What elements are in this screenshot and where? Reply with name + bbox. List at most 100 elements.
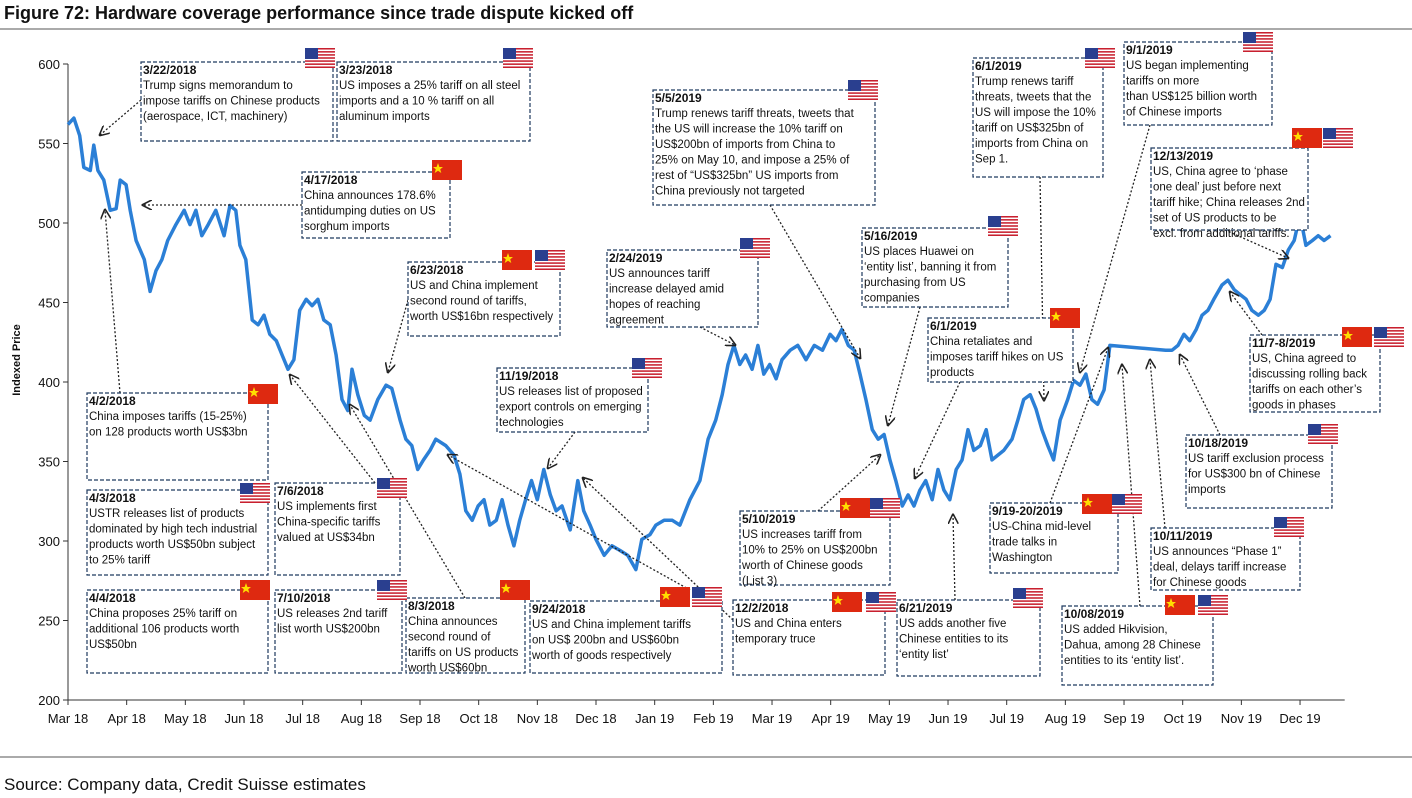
annotation-box [301,171,451,239]
flag-stripe [988,225,1018,227]
annotation-box [1150,147,1309,231]
annotation-arrow [105,210,121,394]
flag-stripe [1323,143,1353,145]
annotation-text: Chinese entities to its [899,634,1009,646]
annotation-box [86,589,269,674]
annotation-text: imports and a 10 % tariff on all [339,96,494,108]
annotation-date: 8/3/2018 [408,599,455,613]
annotation-text: agreement [609,315,665,327]
flag-stripe [1085,57,1115,59]
annotation-box [407,261,561,337]
annotation-box [1123,41,1273,126]
annotation-text: list worth US$200bn [277,624,380,636]
flag-stripe [740,256,770,258]
annotation-arrow [1150,360,1166,529]
annotation-text: tariff hike; China releases 2nd [1153,197,1305,209]
annotation-arrow [583,478,734,621]
flag-stripe [503,48,533,50]
annotation-date: 9/24/2018 [532,602,586,616]
us-flag [1085,48,1115,68]
flag-canton [503,48,516,59]
flag-canton [1013,588,1026,599]
annotation-text: US releases list of proposed [499,386,643,398]
flag-stripe [866,598,896,600]
flag-stripe [1274,532,1304,534]
y-tick-label: 250 [38,614,60,629]
annotation-text: on US$ 200bn and US$60bn [532,635,679,647]
annotation-text: Trump signs memorandum to [143,80,293,92]
flag-stripe [988,228,1018,230]
annotation-date: 11/19/2018 [499,369,559,383]
flag-canton [988,216,1001,227]
cn-flag [832,592,862,612]
annotation-text: products [930,367,974,379]
flag-stripe [866,604,896,606]
y-tick-label: 200 [38,693,60,708]
annotation-box [927,317,1074,383]
flag-bg [660,587,690,607]
annotation-text: additional 106 products worth [89,624,239,636]
annotation-text: second round of tariffs, [410,296,527,308]
annotation-text: US and China implement [410,280,539,292]
annotation-arrow [1080,124,1151,372]
flag-star [501,583,511,593]
flag-stripe [377,484,407,486]
annotation-text: US places Huawei on [864,246,974,258]
annotation-date: 12/2/2018 [735,601,789,615]
flag-stripe [632,367,662,369]
annotation-arrow [548,431,576,468]
flag-stripe [240,501,270,503]
flag-stripe [848,92,878,94]
flag-star [1343,330,1353,340]
flag-stripe [988,216,1018,218]
annotation-text: US and China enters [735,618,842,630]
flag-stripe [377,592,407,594]
annotation-date: 10/08/2019 [1064,607,1124,621]
annotation-text: US announces “Phase 1” [1153,546,1282,558]
flag-canton [1243,32,1256,43]
y-tick-label: 600 [38,57,60,72]
annotation-text: products worth US$50bn subject [89,539,256,551]
flag-stripe [740,241,770,243]
cn-flag [660,587,690,607]
us-flag [1198,595,1228,615]
flag-stripe [692,599,722,601]
flag-stripe [1112,494,1142,496]
annotation-text: (List 3) [742,576,777,588]
flag-stripe [1085,54,1115,56]
flag-stripe [988,234,1018,236]
annotation-box [274,589,403,674]
annotation-arrow [388,299,409,372]
flag-canton [632,358,645,369]
annotation-box [606,249,759,328]
annotation-box [86,392,269,481]
annotation-date: 11/7-8/2019 [1252,336,1316,350]
flag-bg [1082,494,1112,514]
flag-stripe [632,358,662,360]
annotation-text: China announces [408,616,498,628]
annotation-text: increase delayed amid [609,284,724,296]
annotation-arrow [769,204,860,358]
x-tick-label: Nov 18 [517,711,558,726]
flag-bg [1050,308,1080,328]
annotation-date: 6/21/2019 [899,601,953,615]
flag-stripe [503,66,533,68]
cn-flag [840,498,870,518]
x-tick-label: Mar 19 [752,711,792,726]
flag-stripe [1308,439,1338,441]
flag-stripe [377,598,407,600]
flag-stripe [988,231,1018,233]
annotation-text: Trump renews tariff threats, tweets that [655,108,855,120]
annotation-arrow [699,326,735,345]
annotation-text: 10% to 25% on US$200bn [742,545,878,557]
annotation-arrow [100,99,142,135]
annotation-date: 2/24/2019 [609,251,663,265]
flag-stripe [503,51,533,53]
annotation-text: US releases 2nd tariff [277,608,388,620]
us-flag [535,250,565,270]
annotation-box [1150,527,1301,591]
annotation-text: US tariff exclusion process [1188,453,1324,465]
annotation-box [529,600,723,674]
annotation-text: Washington [992,552,1052,564]
annotation-text: companies [864,293,920,305]
